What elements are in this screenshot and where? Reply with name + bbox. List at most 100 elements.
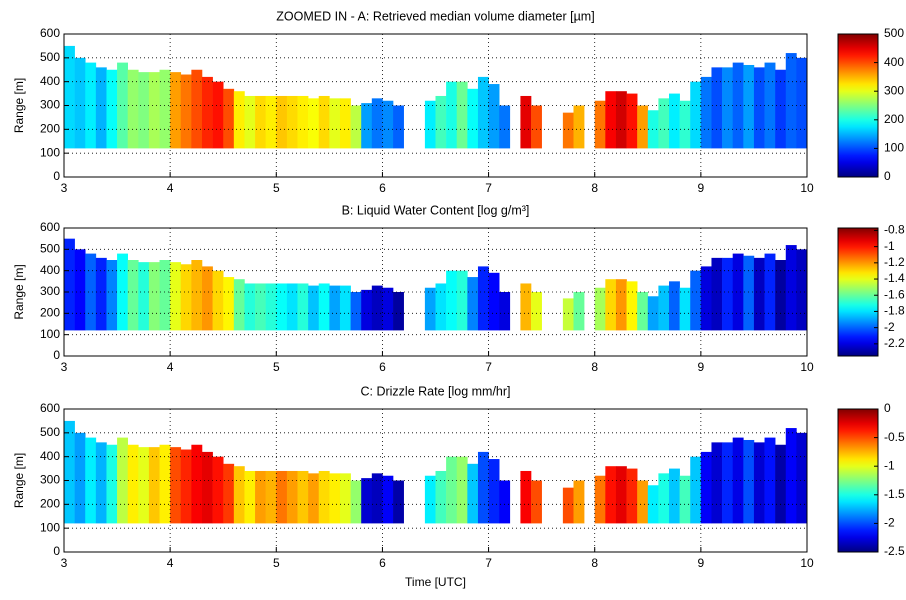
heat-cell <box>626 281 638 331</box>
heat-cell <box>361 478 373 524</box>
heat-cell <box>393 292 404 331</box>
heat-cell <box>732 62 744 149</box>
heat-cell <box>212 270 224 331</box>
heat-cell <box>361 103 373 149</box>
x-tick-label: 4 <box>167 360 174 374</box>
heat-cell <box>785 428 797 524</box>
heat-cell <box>531 292 542 331</box>
heat-cell <box>562 487 574 524</box>
heat-cell <box>764 62 776 149</box>
x-tick-label: 6 <box>379 181 386 195</box>
heat-cell <box>743 439 755 524</box>
heat-cell <box>382 287 394 331</box>
heat-cell <box>371 473 383 524</box>
colorbar-tick-label: -2 <box>884 320 895 334</box>
heat-cell <box>424 100 436 149</box>
heat-cell <box>233 466 245 524</box>
heat-cell <box>297 95 309 149</box>
heat-cell <box>446 456 458 524</box>
x-tick-label: 10 <box>800 181 814 195</box>
heat-cell <box>424 475 436 524</box>
heat-cell <box>74 57 86 149</box>
heat-cell <box>329 285 341 331</box>
heat-cell <box>255 470 266 524</box>
x-tick-label: 6 <box>379 556 386 570</box>
heat-cell <box>201 451 213 524</box>
heat-cell <box>170 262 182 331</box>
y-tick-label: 400 <box>40 263 60 277</box>
heat-cell <box>637 105 649 149</box>
heat-cell <box>106 260 118 331</box>
y-tick-label: 500 <box>40 50 60 64</box>
heat-cell <box>318 95 330 149</box>
x-tick-label: 9 <box>698 556 705 570</box>
heat-cell <box>456 270 468 331</box>
heat-cell <box>594 100 606 149</box>
heat-cell <box>371 285 383 331</box>
x-tick-label: 6 <box>379 360 386 374</box>
heat-cell <box>255 95 266 149</box>
heat-cell <box>753 257 765 331</box>
heat-cell <box>488 459 500 524</box>
heat-cell <box>117 437 128 524</box>
heat-cell <box>690 270 702 331</box>
y-tick-label: 0 <box>53 169 60 183</box>
colorbar-tick-label: 100 <box>884 141 904 155</box>
heat-cell <box>212 81 224 149</box>
heat-cell <box>711 442 723 524</box>
heat-cell <box>201 266 213 331</box>
heat-cell <box>573 105 585 149</box>
heat-cell <box>732 437 744 524</box>
x-tick-label: 4 <box>167 556 174 570</box>
heat-cell <box>138 262 150 331</box>
heat-cell <box>64 420 75 524</box>
heat-cell <box>785 245 797 331</box>
heat-cell <box>318 470 330 524</box>
colorbar <box>837 33 879 178</box>
colorbar <box>837 227 879 357</box>
heat-cell <box>117 253 128 331</box>
heat-cell <box>308 473 320 524</box>
y-tick-label: 400 <box>40 74 60 88</box>
heat-cell <box>711 257 723 331</box>
heat-cell <box>265 95 277 149</box>
y-tick-label: 200 <box>40 306 60 320</box>
x-tick-label: 3 <box>61 556 68 570</box>
y-tick-label: 600 <box>40 401 60 415</box>
heat-cell <box>690 456 702 524</box>
heat-cell <box>74 432 86 524</box>
colorbar-tick-label: -0.8 <box>884 223 905 237</box>
y-axis-label: Range [m] <box>12 453 26 508</box>
heat-cell <box>308 98 320 149</box>
heat-cell <box>605 91 617 149</box>
heat-cell <box>286 95 298 149</box>
x-tick-label: 3 <box>61 181 68 195</box>
heat-cell <box>244 470 256 524</box>
heat-cell <box>647 296 659 331</box>
heat-cell <box>446 270 458 331</box>
x-tick-label: 3 <box>61 360 68 374</box>
heat-cell <box>201 76 213 149</box>
y-tick-label: 500 <box>40 242 60 256</box>
x-tick-label: 7 <box>485 181 492 195</box>
heat-cell <box>637 292 649 331</box>
heat-cell <box>382 475 394 524</box>
y-tick-label: 200 <box>40 497 60 511</box>
heat-cell <box>562 298 574 331</box>
heat-cell <box>85 253 97 331</box>
heat-cell <box>233 91 245 149</box>
heat-cell <box>647 110 659 149</box>
colorbar <box>837 408 879 553</box>
heat-cell <box>191 69 203 149</box>
heat-cell <box>424 287 436 331</box>
y-tick-label: 100 <box>40 520 60 534</box>
heat-cell <box>722 67 733 149</box>
heat-cell <box>159 260 171 331</box>
y-tick-label: 600 <box>40 26 60 40</box>
heat-cell <box>148 72 160 149</box>
colorbar-tick-label: -0.5 <box>884 430 905 444</box>
colorbar-tick-label: -1.8 <box>884 304 905 318</box>
heat-cell <box>276 283 288 331</box>
heat-cell <box>170 72 182 149</box>
